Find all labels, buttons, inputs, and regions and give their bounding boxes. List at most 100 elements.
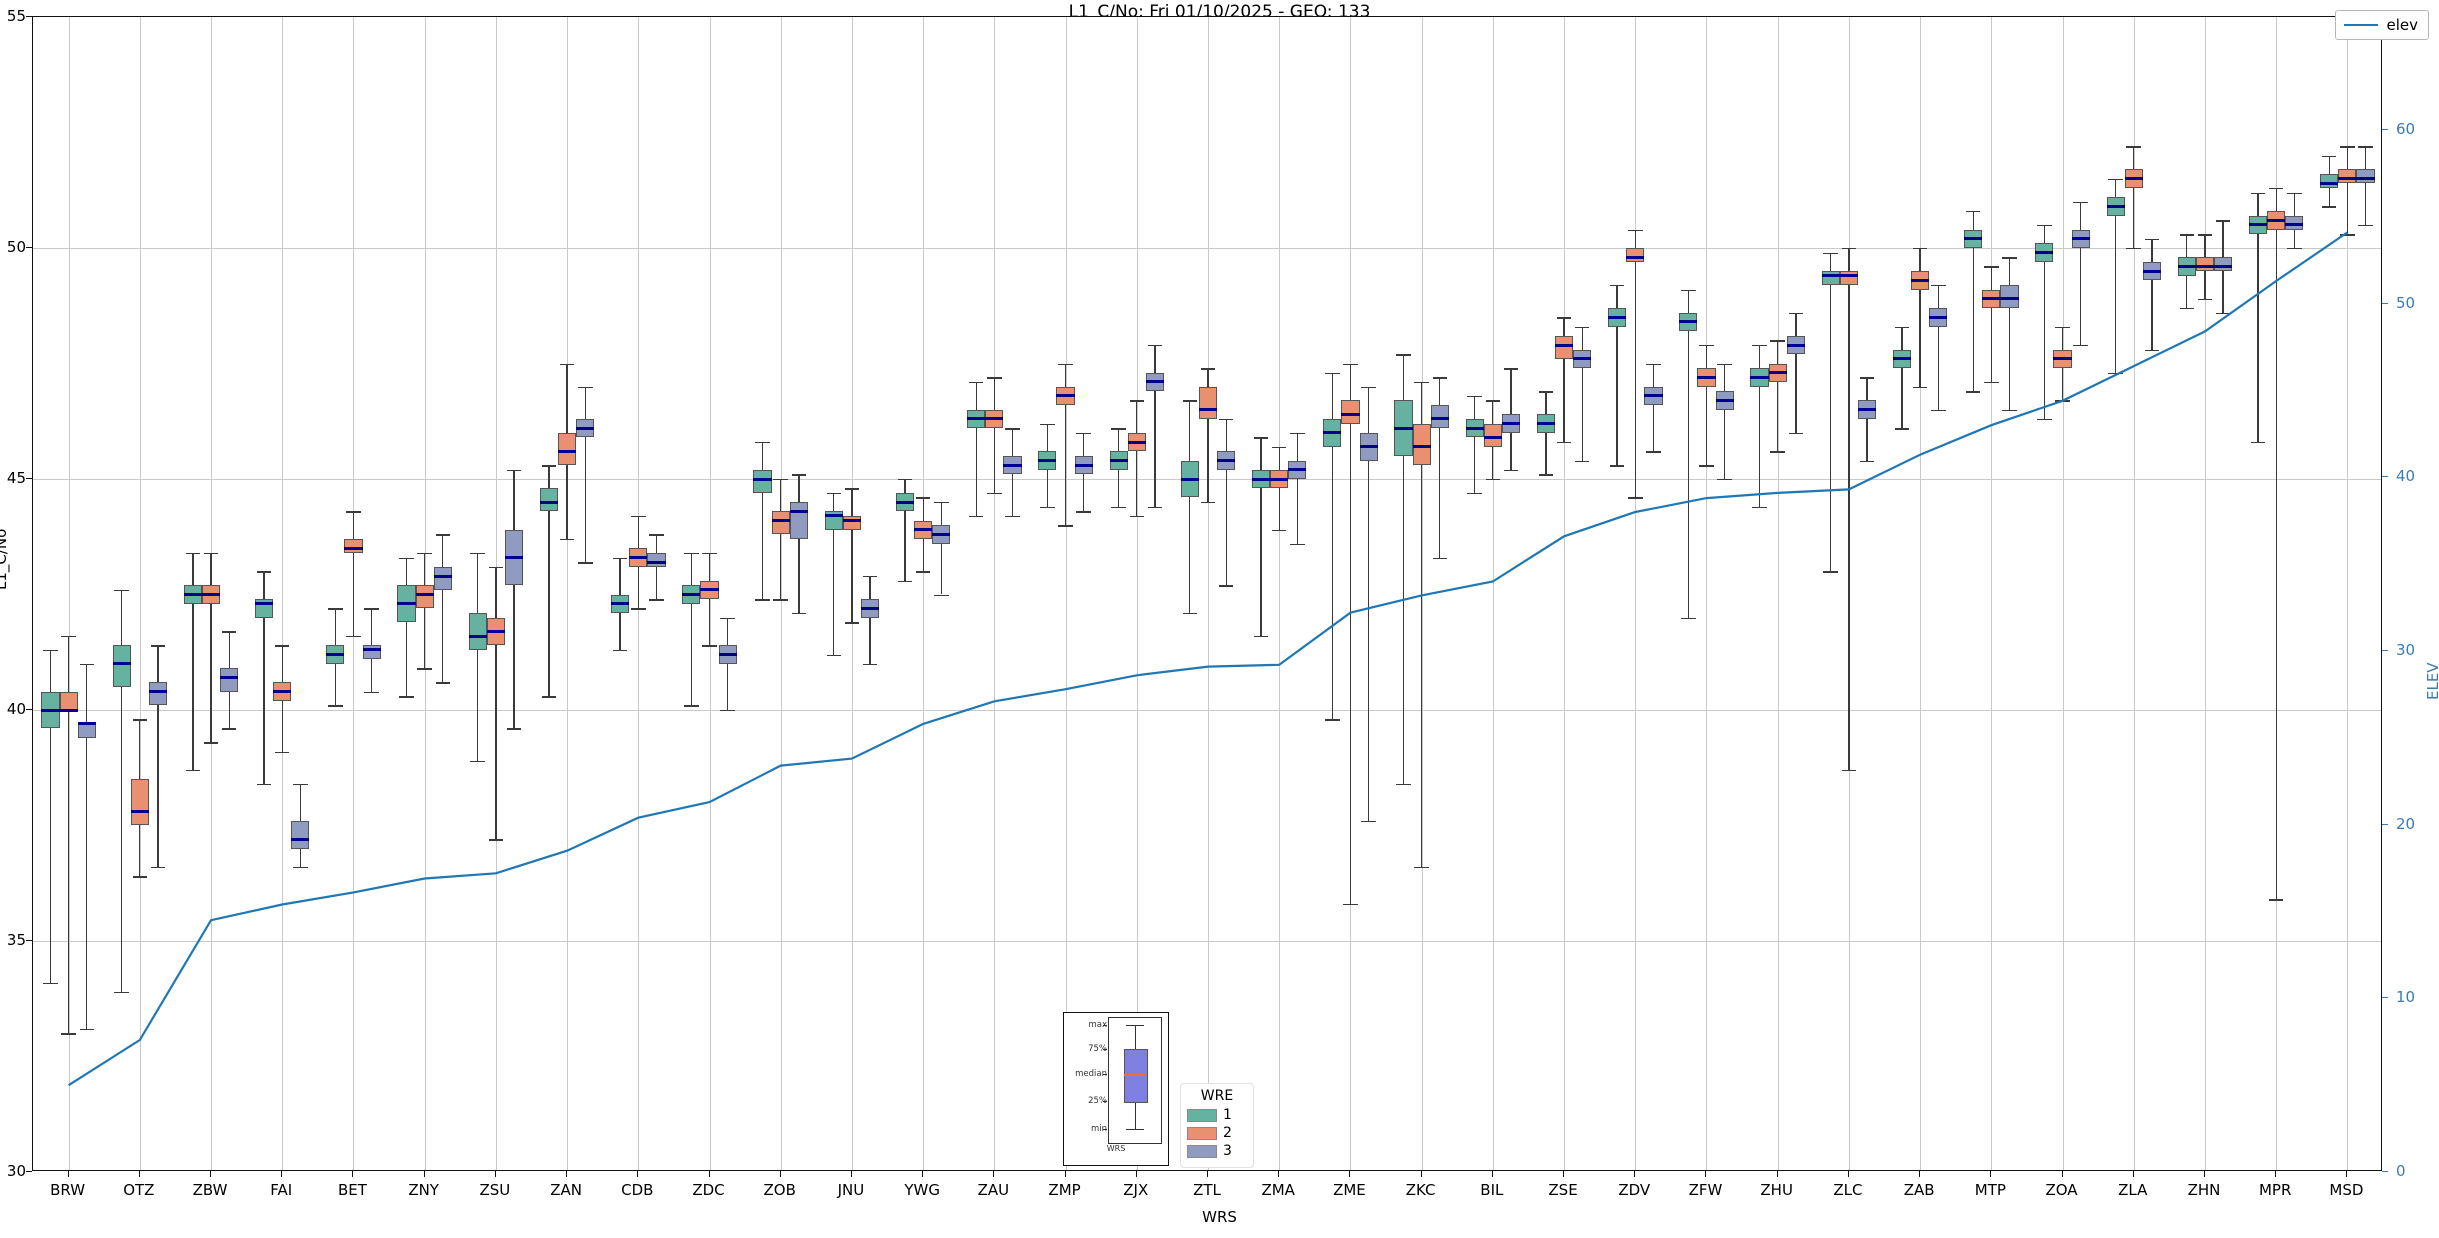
x-tick-label: ZDC (692, 1181, 725, 1199)
whisker-cap-max (417, 552, 432, 555)
x-tick-label: ZTL (1193, 1181, 1221, 1199)
whisker-cap-max (1147, 345, 1163, 347)
box-median-line (1536, 422, 1555, 426)
box-median-line (77, 722, 96, 726)
whisker-cap-max (399, 557, 414, 559)
whisker-cap-min (1681, 617, 1696, 619)
box-whisker (1795, 312, 1797, 433)
box-3-ZBW (220, 668, 239, 692)
whisker-cap-min (1574, 460, 1590, 462)
x-tick-mark (922, 1171, 924, 1177)
whisker-cap-max (1467, 395, 1482, 398)
box-2-ZSE (1554, 335, 1574, 359)
box-whisker (424, 552, 426, 669)
whisker-cap-max (577, 386, 593, 388)
box-median-line (682, 593, 701, 596)
gridline-vertical (1706, 17, 1708, 1170)
whisker-cap-min (1912, 386, 1928, 388)
x-tick-mark (1634, 1171, 1636, 1177)
whisker-cap-min (1343, 904, 1358, 906)
x-tick-label: BRW (50, 1181, 86, 1199)
box-whisker (869, 576, 871, 664)
x-tick-mark (2203, 1171, 2205, 1177)
x-tick-label: ZOB (763, 1181, 796, 1199)
boxplot-legend-inset: WRS max 75% median 25% min (1063, 1012, 1169, 1166)
whisker-cap-min (364, 691, 379, 693)
whisker-cap-min (1752, 506, 1767, 509)
x-tick-mark (210, 1171, 212, 1177)
gridline-vertical (1492, 17, 1494, 1170)
box-whisker (477, 552, 479, 761)
legend-wre[interactable]: WRE 1 2 3 (1180, 1083, 1254, 1168)
x-tick-mark (352, 1171, 354, 1177)
whisker-cap-max (114, 589, 129, 592)
x-tick-label: ZBW (192, 1181, 228, 1199)
x-tick-mark (1064, 1171, 1066, 1177)
whisker-cap-max (2002, 257, 2017, 259)
box-whisker (1723, 363, 1726, 479)
whisker-cap-min (987, 492, 1002, 495)
box-median-line (718, 653, 737, 657)
whisker-cap-max (1556, 317, 1572, 319)
box-1-OTZ (112, 645, 131, 687)
whisker-cap-max (702, 552, 717, 555)
whisker-cap-min (435, 682, 451, 684)
whisker-cap-max (1912, 248, 1928, 250)
legend-wre-item-2[interactable]: 2 (1187, 1125, 1247, 1141)
gridline-horizontal (33, 710, 2381, 711)
inset-tick (1103, 1049, 1107, 1050)
whisker-cap-min (1646, 451, 1661, 453)
x-tick-mark (1990, 1171, 1992, 1177)
legend-wre-item-1[interactable]: 1 (1187, 1107, 1247, 1123)
whisker-cap-min (1984, 381, 1999, 384)
whisker-cap-min (684, 705, 699, 707)
inset-tick (1103, 1025, 1107, 1026)
box-median-line (1892, 357, 1912, 361)
whisker-cap-min (2108, 372, 2123, 375)
legend-wre-label: 3 (1223, 1143, 1232, 1159)
box-median-line (1109, 459, 1128, 463)
whisker-cap-min (1503, 469, 1519, 472)
box-median-line (558, 449, 577, 453)
inset-box (1124, 1049, 1148, 1103)
x-tick-mark (67, 1171, 69, 1177)
box-median-line (842, 519, 862, 523)
x-tick-mark (138, 1171, 140, 1177)
inset-label-q3: 75% (1088, 1044, 1107, 1054)
elev-polyline (68, 231, 2349, 1087)
box-median-line (220, 676, 239, 680)
box-median-line (753, 477, 772, 481)
whisker-cap-max (435, 534, 451, 536)
box-whisker (940, 502, 942, 595)
whisker-cap-max (612, 557, 628, 559)
y-tick-mark-right (2382, 476, 2388, 478)
box-whisker (1901, 326, 1903, 429)
box-whisker (2151, 238, 2153, 350)
x-tick-label: ZAB (1903, 1181, 1935, 1199)
whisker-cap-min (61, 1033, 76, 1035)
whisker-cap-min (1556, 442, 1572, 444)
whisker-cap-min (1699, 465, 1714, 467)
box-whisker (1990, 266, 1992, 382)
box-median-line (1929, 315, 1948, 319)
box-median-line (326, 653, 345, 657)
whisker-cap-max (773, 479, 788, 481)
whisker-cap-min (755, 599, 770, 601)
box-median-line (433, 574, 452, 578)
whisker-cap-min (720, 710, 735, 712)
y-tick-label-right: 10 (2396, 988, 2416, 1007)
whisker-cap-max (1361, 386, 1376, 388)
box-median-line (1251, 477, 1271, 481)
box-median-line (1359, 445, 1378, 449)
x-tick-mark (993, 1171, 995, 1177)
whisker-cap-max (506, 469, 522, 472)
legend-wre-item-3[interactable]: 3 (1187, 1143, 1247, 1159)
box-whisker (1474, 395, 1476, 493)
inset-whisker-cap (1126, 1025, 1144, 1026)
legend-elev[interactable]: elev (2335, 10, 2429, 40)
x-tick-mark (494, 1171, 496, 1177)
box-median-line (932, 532, 951, 536)
box-1-ZSU (468, 612, 487, 650)
whisker-cap-min (1823, 571, 1838, 573)
whisker-cap-min (1076, 511, 1091, 513)
